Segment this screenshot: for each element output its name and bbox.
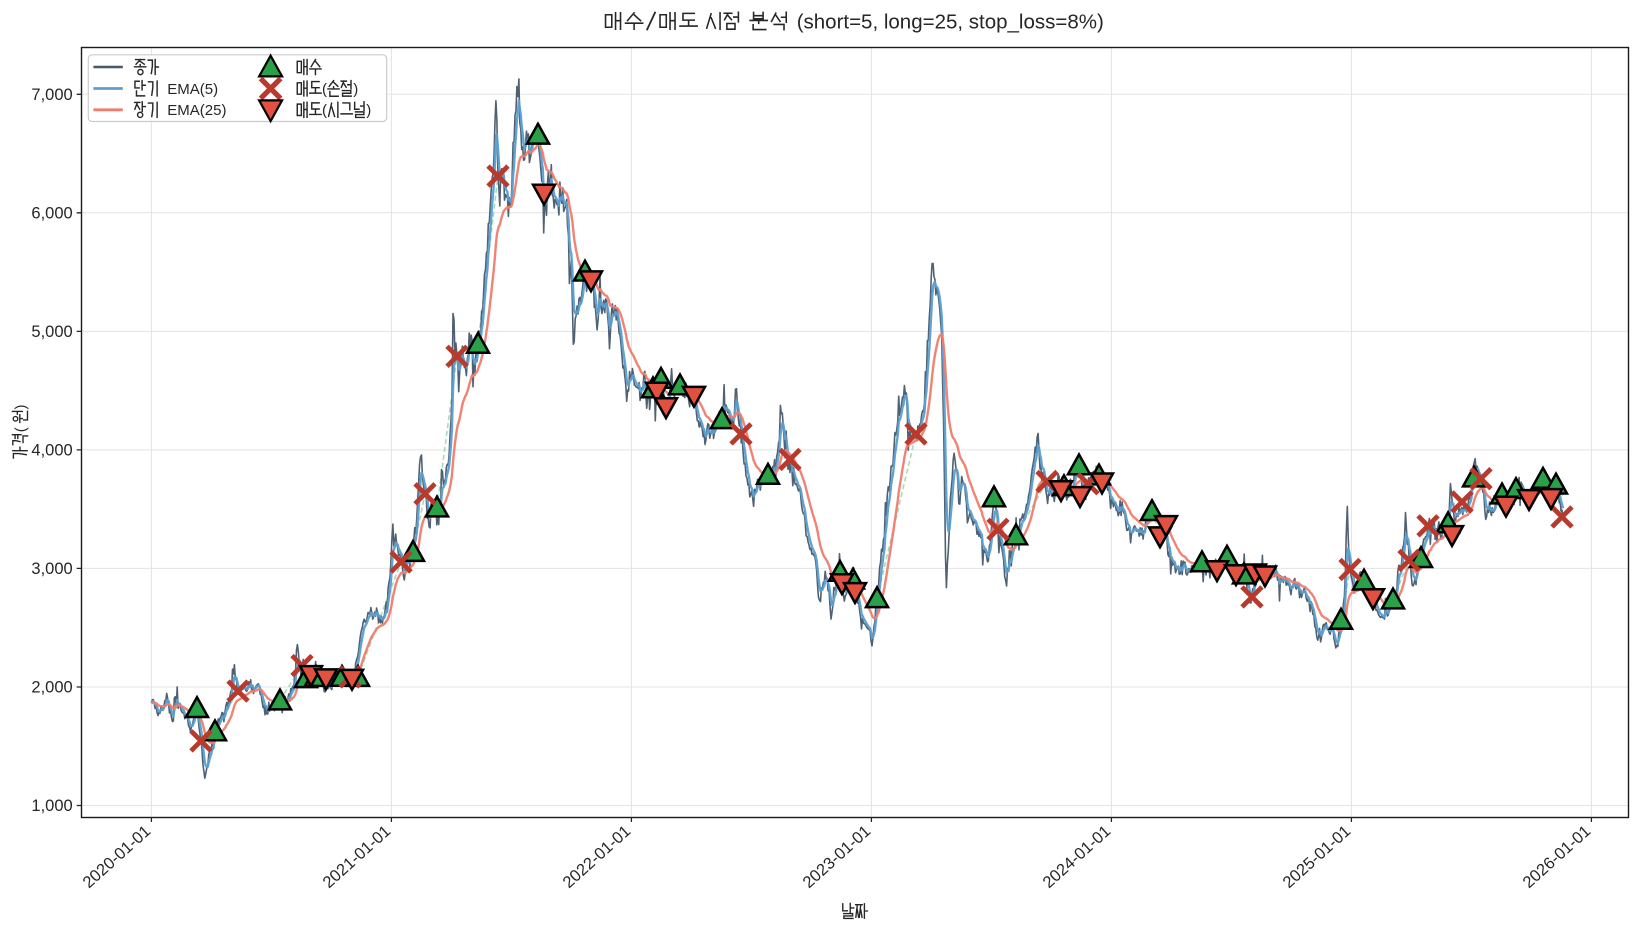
svg-text:(: ( [322,81,327,98]
svg-text:5,000: 5,000 [31,323,72,341]
svg-text:(short=5, long=25, stop_loss=8: (short=5, long=25, stop_loss=8%) [797,10,1104,33]
svg-text:7,000: 7,000 [31,86,72,104]
svg-text:1,000: 1,000 [31,797,72,815]
svg-text:2,000: 2,000 [31,679,72,697]
svg-text:): ) [366,102,371,119]
svg-text:): ) [12,405,29,410]
svg-text:(: ( [12,427,29,432]
svg-text:EMA(5): EMA(5) [167,81,218,98]
svg-text:(: ( [322,102,327,119]
svg-text:EMA(25): EMA(25) [167,102,226,119]
svg-text:3,000: 3,000 [31,560,72,578]
svg-text:): ) [353,81,358,98]
svg-text:6,000: 6,000 [31,204,72,222]
svg-text:4,000: 4,000 [31,441,72,459]
